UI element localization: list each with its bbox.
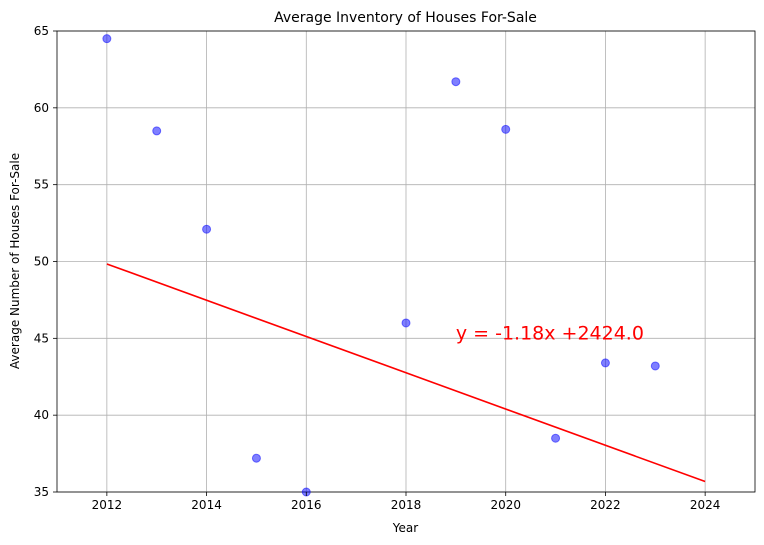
y-tick-label: 45: [34, 331, 49, 345]
x-tick-label: 2020: [490, 498, 521, 512]
regression-line: [106, 263, 706, 483]
x-tick-label: 2024: [690, 498, 721, 512]
data-point: [251, 453, 261, 463]
x-tick-label: 2022: [590, 498, 621, 512]
regression-equation-label: y = -1.18x +2424.0: [456, 322, 644, 344]
y-tick-label: 65: [34, 24, 49, 38]
x-tick-label: 2014: [191, 498, 222, 512]
data-point: [401, 318, 411, 328]
data-point: [451, 77, 461, 87]
data-point: [600, 358, 610, 368]
x-tick-label: 2018: [391, 498, 422, 512]
y-tick-label: 60: [34, 101, 49, 115]
data-point: [551, 433, 561, 443]
y-axis-label: Average Number of Houses For-Sale: [8, 153, 22, 369]
data-point: [202, 224, 212, 234]
chart-title: Average Inventory of Houses For-Sale: [274, 10, 537, 26]
data-point: [152, 126, 162, 136]
y-tick-label: 40: [34, 408, 49, 422]
x-tick-label: 2012: [92, 498, 123, 512]
y-tick-label: 35: [34, 485, 49, 499]
data-point: [102, 34, 112, 44]
data-point: [501, 124, 511, 134]
regression-line-group: [106, 263, 706, 483]
x-tick-label: 2016: [291, 498, 322, 512]
y-tick-label: 50: [34, 255, 49, 269]
y-tick-label: 55: [34, 178, 49, 192]
x-axis-label: Year: [392, 521, 418, 535]
tick-labels: 2012 2014 2016 2018 2020 2022 2024 35 40 45 50 55 60…: [34, 24, 721, 512]
data-points: [102, 34, 660, 497]
data-point: [650, 361, 660, 371]
